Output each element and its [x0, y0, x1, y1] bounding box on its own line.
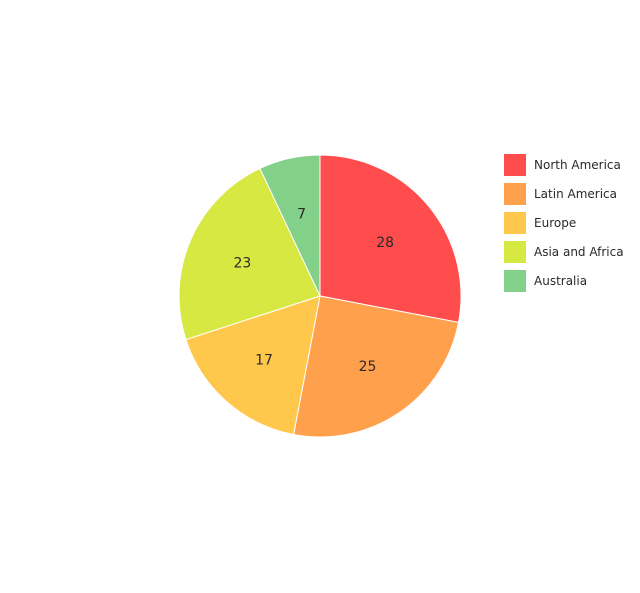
legend-label[interactable]: Asia and Africa: [534, 245, 624, 259]
pie-slice-4[interactable]: [259, 154, 321, 297]
slice-label: 23: [233, 255, 251, 271]
legend-label[interactable]: Latin America: [534, 187, 617, 201]
legend-swatch[interactable]: [504, 270, 526, 292]
pie-slice-1[interactable]: [292, 295, 460, 438]
legend-swatch[interactable]: [504, 183, 526, 205]
legend-label[interactable]: North America: [534, 158, 621, 172]
slice-label: 17: [255, 352, 273, 368]
legend-swatch[interactable]: [504, 241, 526, 263]
legend-label[interactable]: Europe: [534, 216, 576, 230]
slice-label: 25: [359, 359, 377, 375]
slice-label: 28: [376, 235, 394, 251]
legend-swatch[interactable]: [504, 212, 526, 234]
pie-slice-2[interactable]: [185, 295, 321, 436]
legend-swatch[interactable]: [504, 154, 526, 176]
slice-label: 7: [297, 206, 306, 222]
pie-slice-0[interactable]: [319, 154, 462, 324]
pie-slice-3[interactable]: [178, 167, 321, 341]
legend-label[interactable]: Australia: [534, 274, 587, 288]
